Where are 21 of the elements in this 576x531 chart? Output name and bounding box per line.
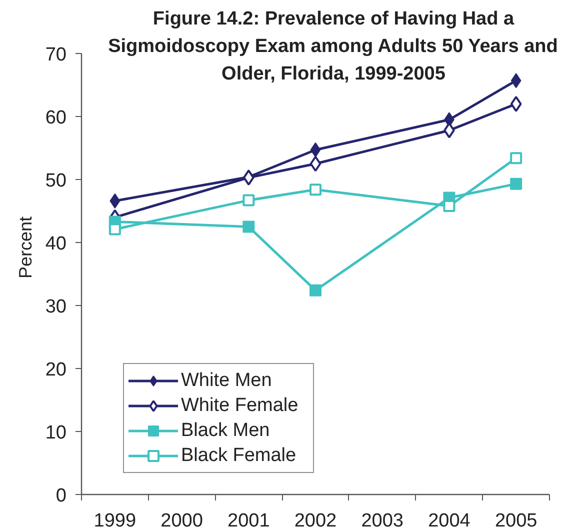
x-tick-label: 2003 [361,510,404,531]
legend-label: Black Men [181,418,271,442]
y-tick-label: 10 [45,422,67,444]
legend-label: Black Female [181,444,298,468]
y-tick-label: 20 [45,360,67,380]
y-tick-label: 40 [45,234,67,254]
y-tick-label: 0 [56,486,67,506]
x-tick-label: 2001 [228,510,270,531]
x-tick-label: 2005 [494,510,538,531]
y-tick-label: 30 [45,296,67,318]
y-tick-label: 50 [45,170,67,192]
chart-title: Figure 14.2: Prevalence of Having Had a Sigmoidoscopy Exam among Adults 50 Years and Older, Florida, 1999-2005 [108,8,558,84]
y-tick-label: 60 [45,108,67,128]
x-tick-label: 2004 [428,510,471,531]
x-tick-label: 2002 [294,510,337,531]
x-tick-label: 2000 [160,510,203,531]
legend-label: White Men [181,368,273,392]
x-tick-label: 1999 [94,510,136,531]
y-axis-title: Percent [15,216,36,279]
y-tick-label: 70 [45,44,67,66]
legend-label: White Female [181,394,300,418]
